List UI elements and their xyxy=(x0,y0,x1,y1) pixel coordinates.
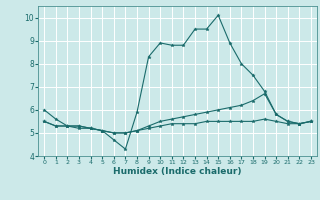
X-axis label: Humidex (Indice chaleur): Humidex (Indice chaleur) xyxy=(113,167,242,176)
